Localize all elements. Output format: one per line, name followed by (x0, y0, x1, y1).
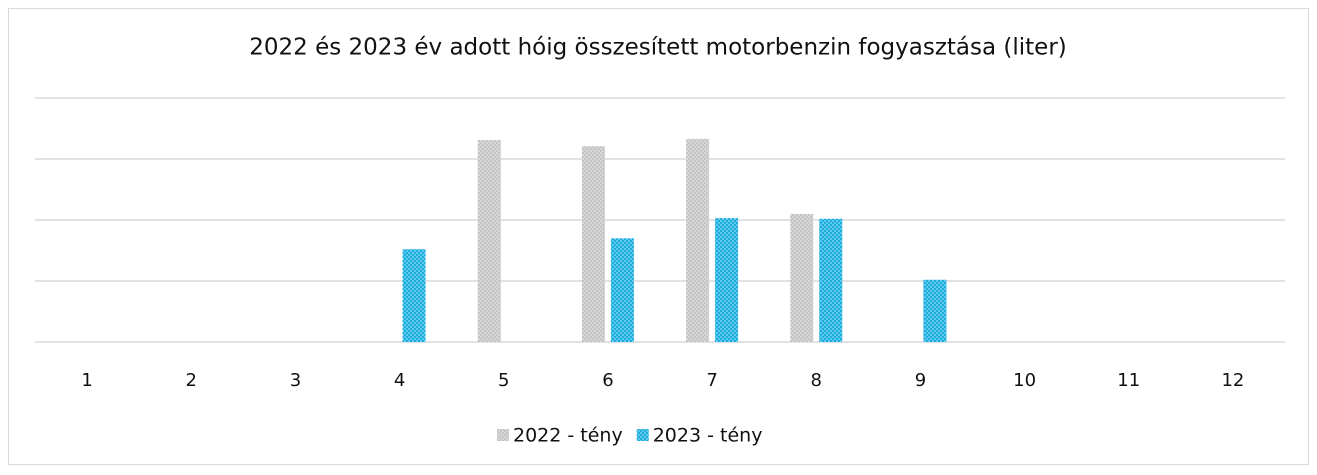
x-tick-label: 11 (1117, 370, 1140, 391)
bar (477, 140, 501, 342)
legend-label: 2022 - tény (513, 425, 623, 447)
x-tick-label: 9 (915, 370, 926, 391)
bar (581, 146, 605, 342)
x-tick-label: 7 (706, 370, 717, 391)
bar (790, 213, 814, 342)
x-tick-label: 4 (394, 370, 405, 391)
x-tick-label: 5 (498, 370, 509, 391)
x-tick-label: 12 (1221, 370, 1244, 391)
bar (819, 218, 843, 342)
bar (686, 138, 710, 342)
bar (715, 218, 739, 342)
x-tick-label: 10 (1013, 370, 1036, 391)
bar (923, 279, 947, 342)
chart-title: 2022 és 2023 év adott hóig összesített m… (249, 35, 1067, 61)
legend-swatch (497, 429, 509, 441)
x-tick-label: 8 (811, 370, 822, 391)
x-tick-label: 1 (81, 370, 92, 391)
x-tick-label: 3 (290, 370, 301, 391)
legend-label: 2023 - tény (653, 425, 763, 447)
bar (610, 238, 634, 342)
legend-swatch (636, 429, 649, 441)
x-tick-label: 2 (186, 370, 197, 391)
x-tick-label: 6 (602, 370, 613, 391)
bar (402, 249, 426, 342)
chart-frame (8, 8, 1309, 465)
